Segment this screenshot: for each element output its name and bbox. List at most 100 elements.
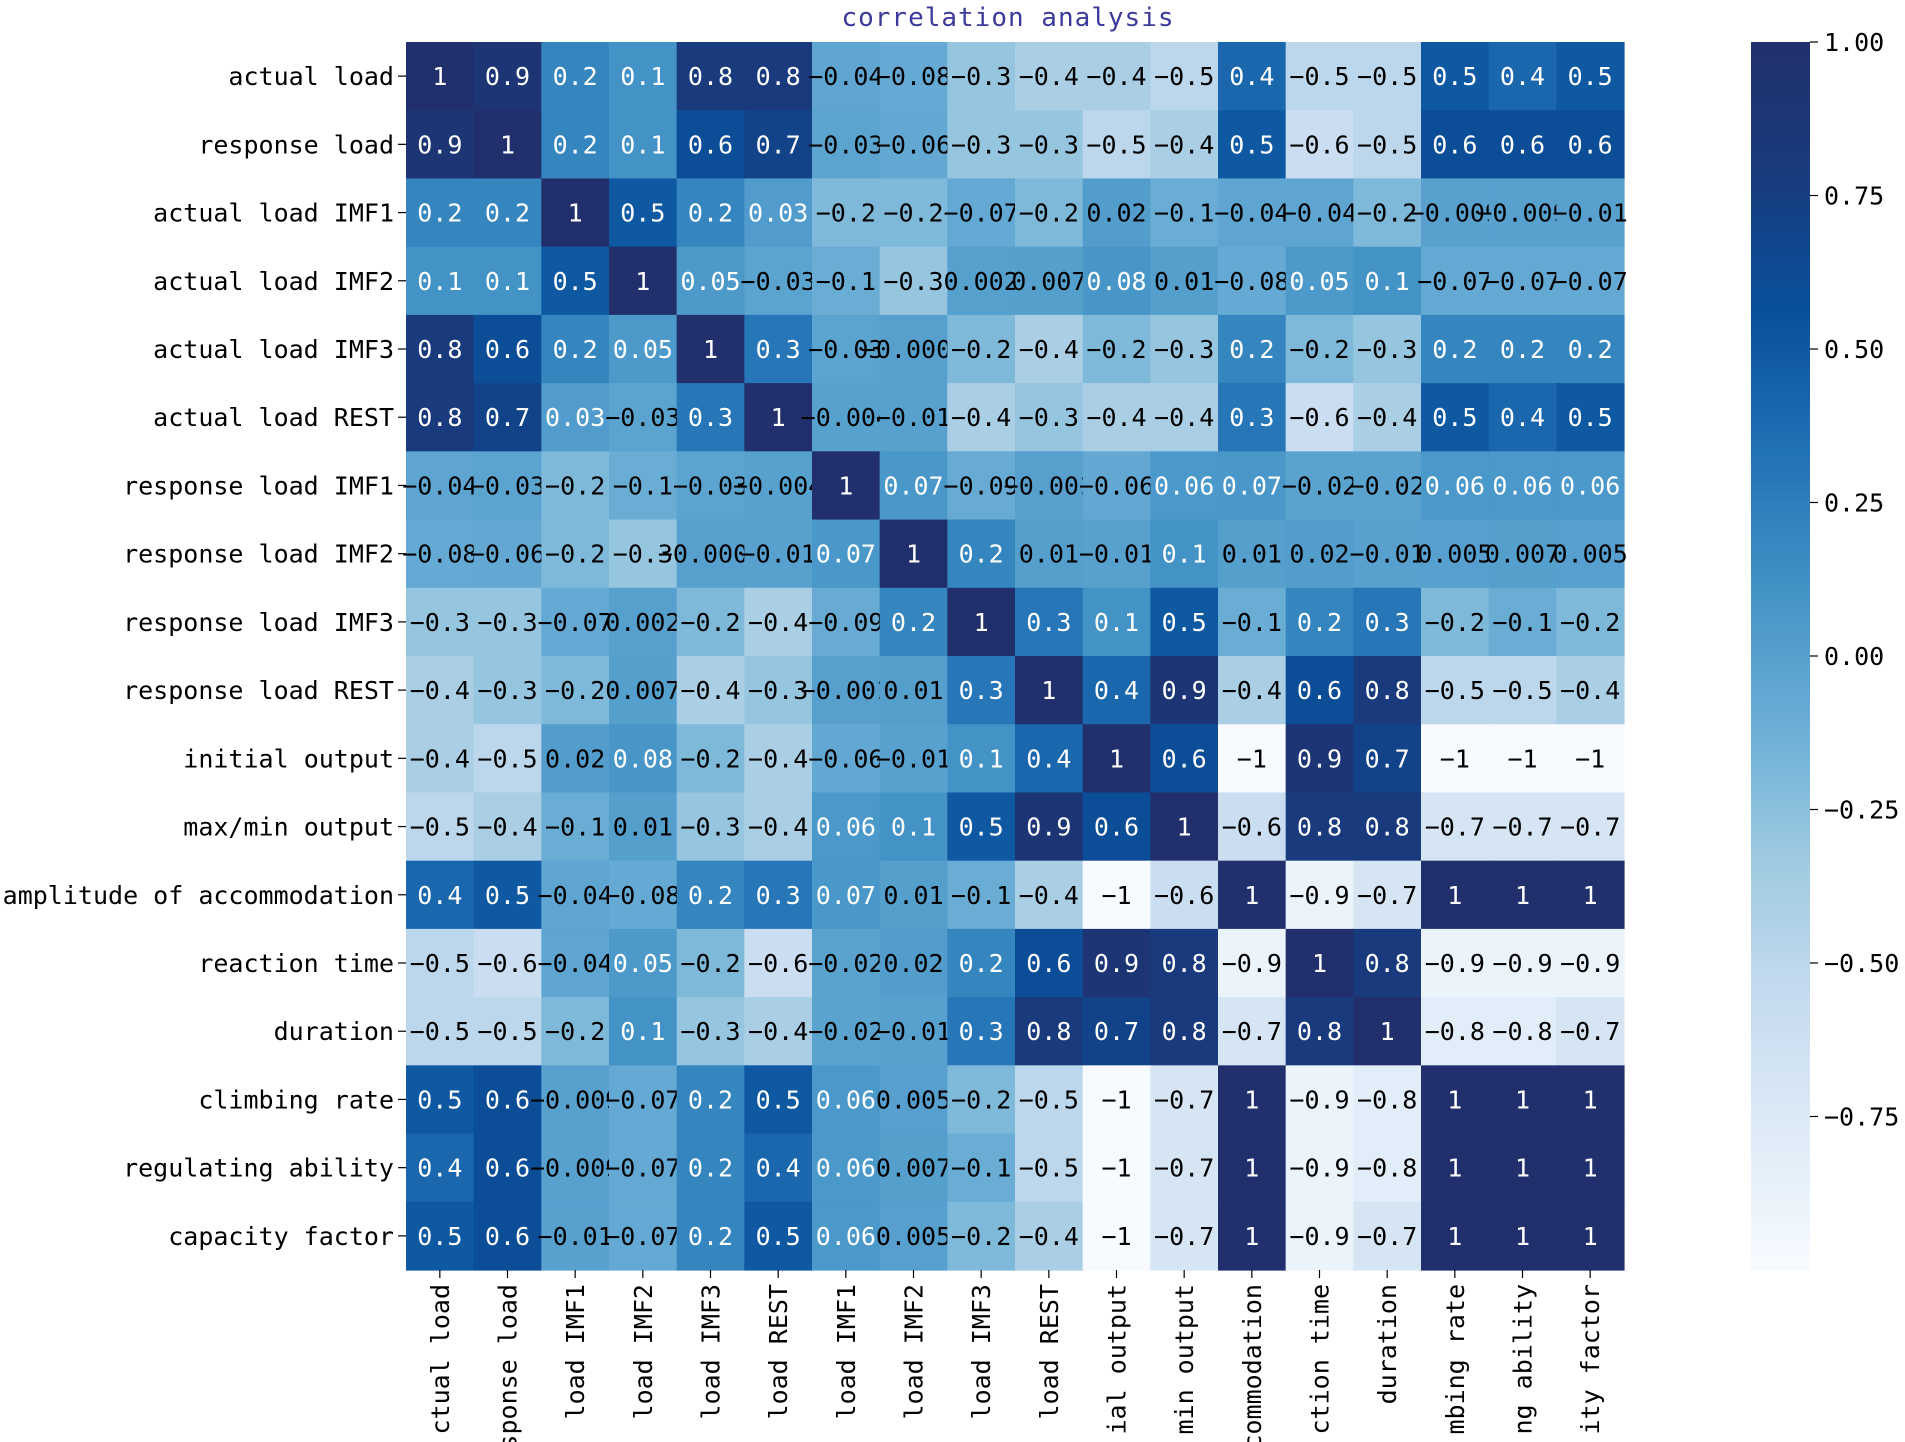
heatmap-cell bbox=[1015, 110, 1084, 180]
heatmap-cell bbox=[676, 246, 745, 316]
cell-value-label: 0.6 bbox=[1026, 949, 1071, 978]
heatmap-cell bbox=[947, 656, 1016, 725]
heatmap-cell bbox=[1015, 178, 1084, 248]
row-label: climbing rate bbox=[198, 1085, 394, 1114]
cell-value-label: 1 bbox=[1515, 1222, 1530, 1251]
heatmap-cell bbox=[473, 1201, 542, 1271]
heatmap-cell bbox=[744, 1133, 813, 1203]
heatmap-cell bbox=[1218, 383, 1287, 452]
heatmap-cell bbox=[609, 1201, 678, 1271]
cell-value-label: −0.5 bbox=[410, 949, 470, 978]
row-label: actual load IMF1 bbox=[153, 199, 394, 228]
heatmap-cell bbox=[812, 178, 881, 248]
heatmap-cell bbox=[744, 587, 813, 657]
heatmap-cell bbox=[406, 997, 475, 1066]
heatmap-cell bbox=[473, 587, 542, 657]
heatmap-cell bbox=[1015, 860, 1084, 930]
cell-value-label: 0.08 bbox=[1086, 267, 1146, 296]
heatmap-cell bbox=[1353, 1133, 1422, 1203]
cell-value-label: −0.001 bbox=[1004, 471, 1094, 500]
cell-value-label: −0.01 bbox=[1079, 540, 1154, 569]
heatmap-cell bbox=[879, 792, 948, 862]
heatmap-cell bbox=[541, 656, 610, 725]
chart-title: correlation analysis bbox=[841, 3, 1174, 33]
heatmap-cell bbox=[812, 314, 881, 384]
cell-value-label: −0.4 bbox=[1154, 403, 1214, 432]
heatmap-cell bbox=[1353, 383, 1422, 452]
cell-value-label: −0.09 bbox=[944, 471, 1019, 500]
cell-value-label: −0.4 bbox=[1560, 676, 1620, 705]
cell-value-label: 0.3 bbox=[756, 335, 801, 364]
heatmap-cell bbox=[406, 110, 475, 180]
cell-value-label: −0.5 bbox=[477, 1017, 537, 1046]
heatmap-cell bbox=[1488, 178, 1557, 248]
heatmap-cell bbox=[406, 1065, 475, 1135]
heatmap-cell bbox=[676, 1201, 745, 1271]
cell-value-label: −0.5 bbox=[1492, 676, 1552, 705]
heatmap-cell bbox=[812, 1133, 881, 1203]
row-label: actual load IMF3 bbox=[153, 335, 394, 364]
cell-value-label: 0.9 bbox=[417, 130, 462, 159]
heatmap-cell bbox=[1421, 792, 1490, 862]
cell-value-label: −0.2 bbox=[1019, 199, 1079, 228]
cell-value-label: −0.07 bbox=[605, 1222, 680, 1251]
column-label: ctual load bbox=[426, 1284, 455, 1435]
cell-value-label: −0.07 bbox=[1417, 267, 1492, 296]
cell-value-label: −0.4 bbox=[680, 676, 740, 705]
cell-value-label: 0.3 bbox=[756, 881, 801, 910]
row-label: duration bbox=[274, 1017, 394, 1046]
heatmap-cell bbox=[609, 314, 678, 384]
cell-value-label: 0.01 bbox=[1154, 267, 1214, 296]
cell-value-label: −0.7 bbox=[1357, 881, 1417, 910]
cell-value-label: −0.6 bbox=[1222, 813, 1282, 842]
heatmap-cell bbox=[1082, 928, 1151, 998]
cell-value-label: 0.8 bbox=[1297, 813, 1342, 842]
cell-value-label: 0.2 bbox=[1500, 335, 1545, 364]
heatmap-cell bbox=[1285, 587, 1354, 657]
cell-value-label: −0.4 bbox=[951, 403, 1011, 432]
cell-value-label: 0.5 bbox=[1432, 62, 1477, 91]
cell-value-label: 0.2 bbox=[417, 199, 462, 228]
cell-value-label: −0.004 bbox=[733, 471, 823, 500]
cell-value-label: −0.08 bbox=[402, 540, 477, 569]
heatmap-cell bbox=[1218, 451, 1287, 521]
heatmap-cell bbox=[406, 724, 475, 794]
cell-value-label: −0.7 bbox=[1492, 813, 1552, 842]
cell-value-label: 0.02 bbox=[545, 744, 605, 773]
heatmap-cell bbox=[473, 314, 542, 384]
heatmap-cell bbox=[609, 587, 678, 657]
cell-value-label: −0.5 bbox=[410, 813, 470, 842]
cell-value-label: −0.06 bbox=[876, 130, 951, 159]
cell-value-label: 1 bbox=[1515, 1154, 1530, 1183]
cell-value-label: −0.2 bbox=[1560, 608, 1620, 637]
heatmap-cell bbox=[1082, 1065, 1151, 1135]
heatmap-cell bbox=[1285, 792, 1354, 862]
heatmap-cell bbox=[1556, 1133, 1625, 1203]
heatmap-cell bbox=[676, 724, 745, 794]
heatmap-cell bbox=[1285, 1133, 1354, 1203]
cell-value-label: −1 bbox=[1101, 1085, 1131, 1114]
cell-value-label: −0.2 bbox=[1425, 608, 1485, 637]
cell-value-label: 0.03 bbox=[545, 403, 605, 432]
heatmap-cell bbox=[1556, 314, 1625, 384]
column-label: commodation bbox=[1238, 1284, 1267, 1442]
heatmap-cell bbox=[744, 383, 813, 452]
heatmap-cell bbox=[541, 1133, 610, 1203]
cell-value-label: 1 bbox=[1177, 813, 1192, 842]
cell-value-label: 0.002 bbox=[944, 267, 1019, 296]
cell-value-label: 0.2 bbox=[1432, 335, 1477, 364]
heatmap-cell bbox=[744, 1201, 813, 1271]
row-label: amplitude of accommodation bbox=[3, 881, 394, 910]
colorbar-tick-label: 0.75 bbox=[1824, 182, 1884, 211]
cell-value-label: 0.1 bbox=[485, 267, 530, 296]
cell-value-label: −0.5 bbox=[1425, 676, 1485, 705]
heatmap-cell bbox=[1285, 383, 1354, 452]
cell-value-label: −0.9 bbox=[1289, 1154, 1349, 1183]
cell-value-label: 0.5 bbox=[1432, 403, 1477, 432]
cell-value-label: −0.4 bbox=[1086, 403, 1146, 432]
heatmap-cell bbox=[744, 928, 813, 998]
heatmap-cell bbox=[1150, 451, 1219, 521]
cell-value-label: 0.9 bbox=[1026, 813, 1071, 842]
heatmap-cell bbox=[744, 246, 813, 316]
heatmap-cell bbox=[1353, 792, 1422, 862]
